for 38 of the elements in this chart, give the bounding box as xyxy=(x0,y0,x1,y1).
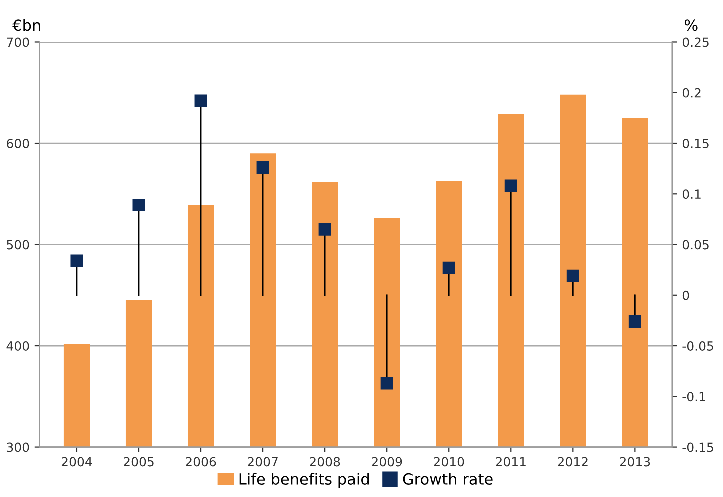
point xyxy=(70,254,84,268)
legend-label: Life benefits paid xyxy=(240,473,369,488)
x-tick-label: 2005 xyxy=(124,457,154,467)
point xyxy=(256,162,270,174)
y-tick-label: 600 xyxy=(7,138,30,148)
x-tick-label: 2009 xyxy=(372,457,402,467)
y2-axis-title: % xyxy=(684,20,698,32)
y2-tick-label: 0.15 xyxy=(682,138,709,148)
point xyxy=(132,199,146,212)
y2-tick-label: -0.1 xyxy=(682,392,706,402)
point xyxy=(566,270,580,282)
y2-tick-label: -0.15 xyxy=(682,442,714,452)
legend-label: Growth rate xyxy=(403,473,493,485)
y2-tick-label: 0.05 xyxy=(682,240,709,250)
x-tick-label: 2007 xyxy=(248,457,278,467)
x-tick-label: 2010 xyxy=(434,457,464,467)
y2-tick-label: 0.1 xyxy=(682,190,701,200)
point xyxy=(318,223,332,236)
y-tick-label: 400 xyxy=(6,342,30,351)
x-tick-label: 2008 xyxy=(310,457,340,467)
point xyxy=(194,94,208,108)
y2-tick-label: 0.2 xyxy=(682,88,701,98)
y2-tick-label: 0 xyxy=(682,290,690,300)
point xyxy=(442,262,456,274)
x-tick-label: 2013 xyxy=(620,457,650,467)
y2-tick-label: -0.05 xyxy=(682,342,714,351)
point xyxy=(628,315,642,328)
y-axis-title: €bn xyxy=(12,19,40,32)
y-tick-label: 500 xyxy=(7,240,30,250)
x-tick-label: 2004 xyxy=(62,457,92,467)
x-tick-label: 2012 xyxy=(558,457,588,467)
point xyxy=(504,180,518,192)
y-tick-label: 700 xyxy=(7,38,30,48)
y-tick-label: 300 xyxy=(7,442,30,452)
x-tick-label: 2006 xyxy=(186,457,216,467)
x-tick-label: 2011 xyxy=(496,457,526,467)
point xyxy=(380,377,394,390)
y2-tick-label: 0.25 xyxy=(682,38,709,48)
